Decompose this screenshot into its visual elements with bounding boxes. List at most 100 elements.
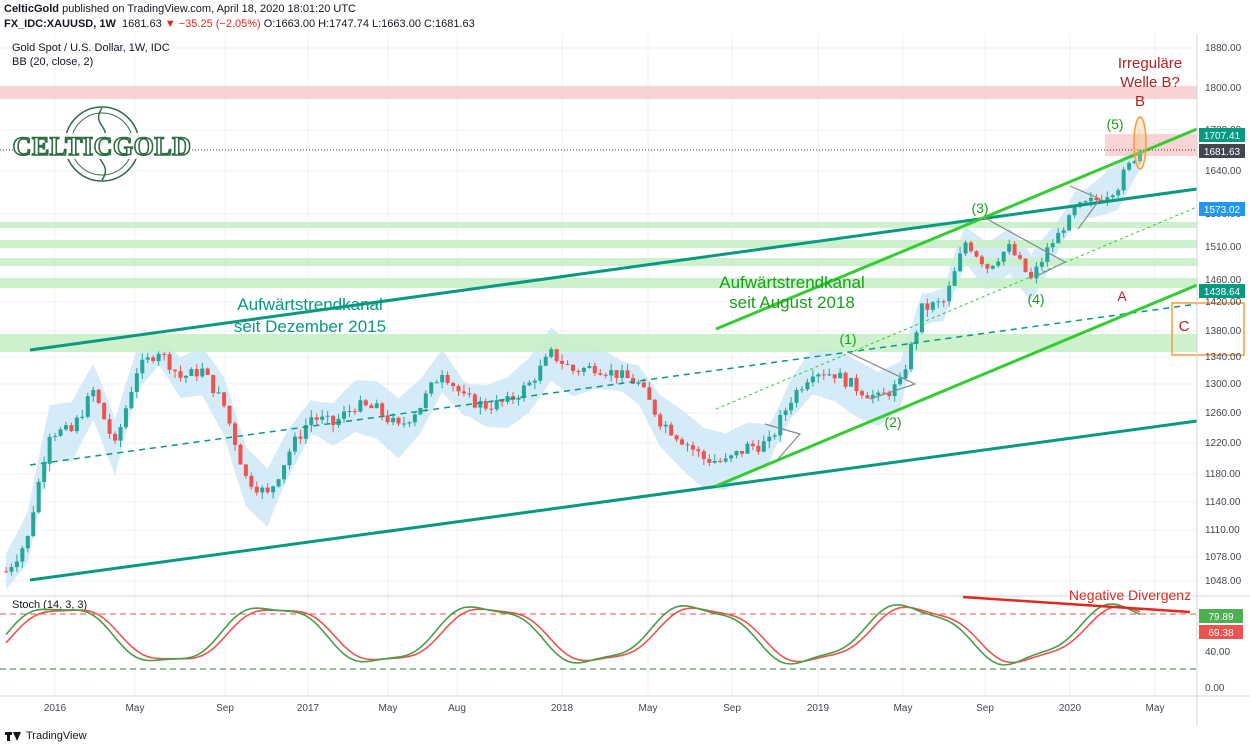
candle-body: [690, 445, 695, 450]
last-price: 1681.63: [121, 18, 162, 30]
candle-body: [903, 369, 908, 379]
footer: TradingView: [0, 726, 1250, 748]
candle-body: [581, 367, 586, 372]
wave-2-label: (2): [884, 414, 901, 430]
candle-body: [816, 374, 821, 377]
candle-body: [576, 370, 581, 372]
svg-text:1573.02: 1573.02: [1204, 205, 1241, 216]
candle-body: [445, 375, 450, 383]
candle-body: [729, 455, 734, 459]
candle-body: [881, 392, 886, 394]
time-axis[interactable]: 2016 May Sep 2017 May Aug 2018 May Sep 2019 May Sep…: [44, 703, 1165, 714]
candle-body: [401, 423, 406, 425]
triangle-2020: [1069, 185, 1101, 230]
wave-a-label: A: [1117, 288, 1127, 304]
candle-body: [565, 363, 570, 365]
price-tick-label: 1140.00: [1205, 497, 1241, 508]
candle-body: [440, 375, 445, 383]
candle-body: [718, 460, 723, 462]
irregular-label-2: Welle B?: [1120, 74, 1180, 91]
candle-body: [609, 370, 614, 376]
celticgold-logo: CELTICGOLD: [12, 106, 192, 182]
wave-1-label: (1): [839, 331, 856, 347]
candle-body: [854, 377, 859, 392]
candle-body: [74, 417, 79, 432]
candle-body: [696, 449, 701, 452]
channel-2018-mid: [715, 206, 1198, 410]
candle-body: [1083, 201, 1088, 203]
candlesticks: [4, 149, 1142, 576]
candle-body: [876, 392, 881, 395]
divergence-label: Negative Divergenz: [1069, 587, 1191, 603]
channel-2015-upper: [29, 187, 1198, 352]
candle-body: [63, 425, 68, 430]
price-axis[interactable]: 1880.001800.001720.001640.001580.001510.…: [1205, 43, 1242, 587]
tradingview-brand[interactable]: TradingView: [26, 730, 87, 742]
candle-body: [930, 302, 935, 310]
price-tick-label: 1800.00: [1205, 83, 1242, 94]
candle-body: [205, 368, 210, 375]
svg-text:69.38: 69.38: [1208, 628, 1233, 639]
time-tick-label: May: [1146, 703, 1165, 714]
candle-body: [249, 475, 254, 487]
candle-body: [838, 372, 843, 379]
candle-body: [1007, 244, 1012, 252]
price-change: ▼ −35.25 (−2.05%): [164, 18, 261, 30]
candle-body: [1094, 197, 1099, 201]
candle-body: [1012, 244, 1017, 256]
price-tick-label: 1340.00: [1205, 352, 1242, 363]
channel-2018-label-1: Aufwärtstrendkanal: [719, 273, 865, 292]
candle-body: [963, 242, 968, 254]
time-tick-label: 2020: [1059, 703, 1082, 714]
candle-body: [418, 407, 423, 415]
candle-body: [271, 486, 276, 493]
candle-body: [761, 441, 766, 452]
channel-2015-label-2: seit Dezember 2015: [234, 317, 386, 336]
time-tick-label: Sep: [976, 703, 994, 714]
candle-body: [314, 417, 319, 420]
candle-body: [489, 408, 494, 410]
candle-body: [467, 393, 472, 395]
candle-body: [598, 373, 603, 375]
candle-body: [614, 370, 619, 378]
candle-body: [543, 356, 548, 366]
candle-body: [9, 567, 14, 572]
stoch-d-line: [5, 605, 1141, 664]
support-zone-1510: [0, 240, 1197, 248]
candle-body: [1116, 190, 1121, 196]
candle-body: [527, 382, 532, 386]
candle-body: [265, 487, 270, 493]
channel-2018-lower: [715, 283, 1198, 488]
candle-body: [647, 387, 652, 400]
candle-body: [516, 397, 521, 400]
candle-body: [91, 389, 96, 397]
support-zone-1450: [0, 278, 1197, 288]
candle-body: [947, 285, 952, 302]
chart-title: Gold Spot / U.S. Dollar, 1W, IDC: [12, 42, 170, 54]
wave-4-label: (4): [1027, 291, 1044, 307]
candle-body: [767, 436, 772, 442]
price-tick-label: 1048.00: [1205, 576, 1242, 587]
candle-body: [194, 369, 199, 377]
candle-body: [216, 392, 221, 394]
candle-body: [391, 417, 396, 423]
candle-body: [282, 465, 287, 480]
price-tick-label: 1220.00: [1205, 438, 1242, 449]
candle-body: [669, 424, 674, 436]
publisher-name[interactable]: CelticGold: [4, 3, 60, 15]
triangle-wave2: [849, 352, 917, 400]
support-zone-1360: [0, 334, 1197, 352]
candle-body: [805, 382, 810, 390]
candle-body: [374, 403, 379, 409]
candle-body: [832, 374, 837, 379]
candle-body: [123, 408, 128, 428]
svg-text:1707.41: 1707.41: [1204, 131, 1241, 142]
candle-body: [1110, 195, 1115, 198]
stoch-tick-label: 40.00: [1205, 647, 1230, 658]
candle-body: [549, 349, 554, 357]
candle-body: [456, 386, 461, 392]
candle-body: [625, 370, 630, 379]
candle-body: [641, 382, 646, 388]
candle-body: [859, 391, 864, 396]
gold-weekly-chart[interactable]: Gold Spot / U.S. Dollar, 1W, IDC BB (20,…: [0, 34, 1250, 726]
